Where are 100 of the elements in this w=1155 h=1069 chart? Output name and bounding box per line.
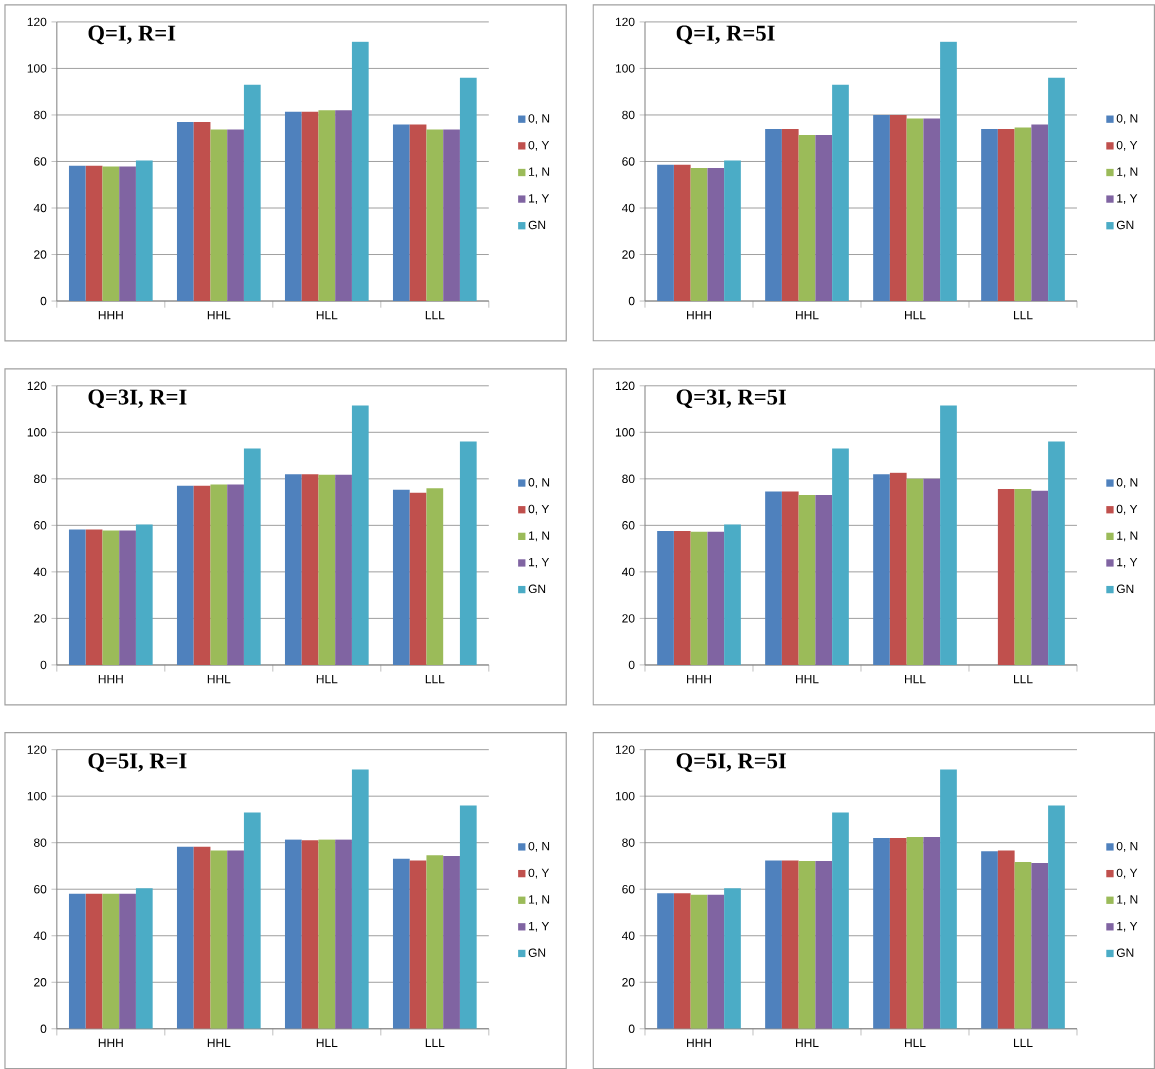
y-tick-label: 60 <box>622 520 635 530</box>
legend-label: 0, N <box>528 114 550 124</box>
legend-label: 0, Y <box>1116 868 1138 879</box>
bar <box>284 111 302 301</box>
bar <box>1014 127 1032 301</box>
bar <box>193 121 211 301</box>
y-tick-label: 120 <box>27 17 47 27</box>
bar <box>815 134 833 301</box>
y-tick-label: 0 <box>628 296 635 306</box>
x-tick-label: HHH <box>98 310 123 320</box>
bar <box>923 478 941 665</box>
bar <box>243 812 261 1029</box>
x-tick-label: LLL <box>1013 310 1033 320</box>
x-tick-label: LLL <box>1013 674 1033 684</box>
bar <box>906 478 924 665</box>
bar <box>210 129 228 301</box>
bar <box>923 837 941 1029</box>
legend-label: 1, Y <box>1117 194 1138 204</box>
legend-label: 1, Y <box>1117 921 1138 932</box>
legend-label: 1, N <box>529 895 550 905</box>
y-tick-label: 80 <box>622 838 635 847</box>
x-tick-label: LLL <box>425 674 445 684</box>
y-tick-label: 120 <box>615 381 635 390</box>
bar <box>657 164 674 301</box>
bar <box>301 474 319 665</box>
y-tick-label: 40 <box>33 931 47 940</box>
bar <box>815 860 833 1029</box>
y-tick-label: 20 <box>34 250 47 259</box>
bar <box>102 893 120 1029</box>
bar <box>724 888 741 1029</box>
bar <box>873 837 890 1029</box>
bar <box>409 860 427 1029</box>
y-tick-label: 60 <box>622 157 635 166</box>
bar <box>781 128 799 301</box>
y-tick-label: 80 <box>622 474 635 483</box>
y-tick-label: 120 <box>615 745 635 754</box>
x-tick-label: HHL <box>207 1038 231 1047</box>
bar <box>443 129 460 301</box>
legend-label: 1, Y <box>529 557 550 568</box>
bar <box>1014 488 1032 665</box>
bar <box>923 118 941 301</box>
legend-label: 0, Y <box>1116 504 1138 515</box>
bar <box>690 167 708 301</box>
bar <box>409 124 427 301</box>
legend-label: GN <box>528 220 546 230</box>
bar <box>335 474 352 665</box>
legend-label: GN <box>1116 584 1134 593</box>
chart-title: Q=I, R=I <box>88 25 176 45</box>
bar <box>765 128 782 301</box>
bar <box>243 84 261 301</box>
chart-title: Q=3I, R=I <box>88 389 187 408</box>
x-tick-label: HLL <box>316 1038 338 1047</box>
bar <box>673 164 691 301</box>
bar <box>227 850 244 1029</box>
bar <box>409 492 427 665</box>
legend-label: 0, N <box>1116 841 1138 852</box>
bar <box>351 405 369 665</box>
y-tick-label: 80 <box>34 838 47 847</box>
bar <box>318 110 336 301</box>
legend-label: GN <box>1116 948 1134 957</box>
bar <box>997 128 1015 301</box>
bar <box>176 485 194 665</box>
bar <box>210 484 228 665</box>
bar <box>940 405 957 665</box>
bar <box>1031 490 1049 665</box>
y-tick-label: 20 <box>622 250 635 259</box>
bar <box>335 110 352 301</box>
y-tick-label: 0 <box>628 1024 635 1033</box>
bar <box>1031 124 1049 301</box>
bar <box>351 769 369 1029</box>
y-tick-label: 40 <box>33 203 47 213</box>
x-tick-label: HHL <box>796 310 819 320</box>
bar <box>284 474 302 665</box>
x-tick-label: LLL <box>425 1038 445 1047</box>
legend-label: 1, N <box>1117 167 1138 178</box>
bar <box>673 893 691 1029</box>
bar <box>193 846 211 1029</box>
bar <box>657 893 674 1029</box>
y-tick-label: 20 <box>622 977 635 987</box>
y-tick-label: 0 <box>40 296 47 306</box>
bar <box>765 860 782 1029</box>
bar <box>707 531 725 665</box>
bar <box>906 118 924 301</box>
bar <box>832 812 849 1029</box>
legend-label: 0, N <box>528 841 550 852</box>
bar <box>443 855 460 1029</box>
bar <box>781 860 799 1029</box>
bar <box>832 448 849 665</box>
bar <box>832 84 849 301</box>
bar <box>657 530 674 665</box>
y-tick-label: 120 <box>27 381 47 390</box>
y-tick-label: 60 <box>622 884 635 894</box>
y-tick-label: 60 <box>34 884 47 894</box>
y-tick-label: 40 <box>33 567 47 576</box>
bar <box>68 893 86 1029</box>
x-tick-label: HHL <box>796 1038 819 1047</box>
bar <box>981 851 998 1029</box>
bar <box>1048 805 1065 1029</box>
x-tick-label: HHH <box>98 674 123 684</box>
bar <box>392 124 410 301</box>
